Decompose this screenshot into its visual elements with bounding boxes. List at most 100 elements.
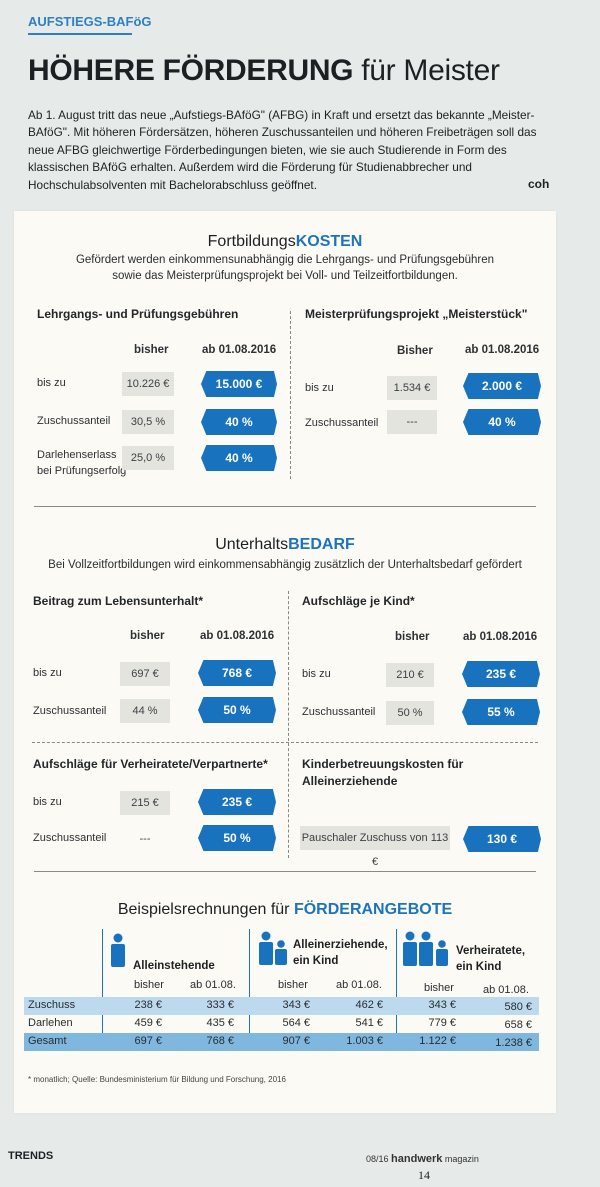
page-title: HÖHERE FÖRDERUNG für Meister <box>28 54 500 88</box>
section-divider <box>32 742 538 743</box>
column-divider <box>290 311 291 479</box>
row-value: 564 € <box>282 1017 310 1029</box>
col-old: bisher <box>278 979 308 991</box>
lehrgang-row-new: 40 % <box>201 409 277 435</box>
kinderbetreuung-old: Pauschaler Zuschuss von 113 € <box>300 826 450 868</box>
kosten-title: FortbildungsKOSTEN <box>14 233 556 251</box>
row-band <box>24 997 539 1015</box>
lehrgang-row-label-2: bei Prüfungserfolg <box>37 465 127 477</box>
group-divider <box>396 929 397 1035</box>
meisterstueck-heading: Meisterprüfungsprojekt „Meisterstück" <box>305 307 528 321</box>
row-value: 779 € <box>428 1017 456 1029</box>
intro-paragraph: Ab 1. August tritt das neue „Aufstiegs-B… <box>28 108 537 192</box>
verheiratete-row-label: Zuschussanteil <box>33 832 107 844</box>
lebensunterhalt-heading: Beitrag zum Lebensunterhalt* <box>33 594 204 608</box>
row-label: Gesamt <box>28 1035 67 1047</box>
page-number: 14 <box>418 1168 430 1182</box>
beispiele-title-plain: Beispielsrechnungen für <box>117 901 294 918</box>
column-divider <box>288 743 289 858</box>
title-rest: für Meister <box>353 54 500 87</box>
kind-col-old: bisher <box>395 631 430 643</box>
footer-section: TRENDS <box>8 1150 54 1162</box>
footnote: * monatlich; Quelle: Bundesministerium f… <box>28 1075 286 1084</box>
lehrgang-row-new: 40 % <box>201 445 277 471</box>
row-value: 343 € <box>282 999 310 1011</box>
row-value: 238 € <box>134 999 162 1011</box>
col-old: bisher <box>134 979 164 991</box>
row-value: 541 € <box>355 1017 383 1029</box>
row-value: 697 € <box>134 1035 162 1047</box>
meisterstueck-row-old: 1.534 € <box>387 376 437 400</box>
lehrgang-row-label: Darlehenserlass <box>37 449 117 461</box>
title-bold: HÖHERE FÖRDERUNG <box>28 54 354 87</box>
row-value: 333 € <box>206 999 234 1011</box>
lebensunterhalt-row-old: 44 % <box>120 699 170 723</box>
row-value: 768 € <box>206 1035 234 1047</box>
row-value: 580 € <box>504 1001 532 1013</box>
family-icon <box>403 931 448 966</box>
lehrgang-heading: Lehrgangs- und Prüfungsgebühren <box>37 307 239 321</box>
kinderbetreuung-heading-2: Alleinerziehende <box>302 774 398 788</box>
kosten-title-plain: Fortbildungs <box>207 233 296 250</box>
verheiratete-row-new: 235 € <box>198 789 276 815</box>
kosten-desc-2: sowie das Meisterprüfungsprojekt bei Vol… <box>112 270 458 282</box>
bedarf-title: UnterhaltsBEDARF <box>14 536 556 554</box>
lebensunterhalt-row-old: 697 € <box>120 662 170 686</box>
meisterstueck-row-old: --- <box>387 410 437 434</box>
author-sign: coh <box>528 177 550 191</box>
group-name: Alleinerziehende, <box>293 939 388 951</box>
parent-child-icon <box>259 931 287 965</box>
verheiratete-row-new: 50 % <box>198 825 276 851</box>
row-label: Zuschuss <box>28 999 76 1011</box>
meisterstueck-row-new: 40 % <box>463 409 541 435</box>
lebensunterhalt-row-new: 50 % <box>198 697 276 723</box>
bedarf-title-accent: BEDARF <box>288 536 355 553</box>
lehrgang-row-new: 15.000 € <box>201 371 277 397</box>
section-tag-underline <box>28 33 132 35</box>
beispiele-title-accent: FÖRDERANGEBOTE <box>293 901 453 918</box>
section-divider <box>34 871 536 872</box>
col-new: ab 01.08. <box>483 984 529 996</box>
row-value: 907 € <box>282 1035 310 1047</box>
meisterstueck-col-old: Bisher <box>397 345 433 357</box>
row-value: 435 € <box>206 1017 234 1029</box>
kind-row-new: 55 % <box>462 699 540 725</box>
lebensunterhalt-row-label: Zuschussanteil <box>33 705 107 717</box>
footer-mag-rest: magazin <box>442 1154 479 1164</box>
meisterstueck-row-new: 2.000 € <box>463 373 541 399</box>
bedarf-desc: Bei Vollzeitfortbildungen wird einkommen… <box>48 559 522 571</box>
kinderbetreuung-heading-1: Kinderbetreuungskosten für <box>302 757 464 771</box>
row-value: 1.238 € <box>495 1037 532 1049</box>
column-divider <box>288 591 289 741</box>
row-value: 658 € <box>504 1019 532 1031</box>
group-name-2: ein Kind <box>293 955 339 967</box>
group-name-2: ein Kind <box>456 961 502 973</box>
lehrgang-row-old: 30,5 % <box>122 410 174 434</box>
group-divider <box>102 929 103 1035</box>
row-value: 343 € <box>428 999 456 1011</box>
lehrgang-row-label: Zuschussanteil <box>37 415 111 427</box>
lebensunterhalt-row-new: 768 € <box>198 660 276 686</box>
row-band <box>24 1033 539 1051</box>
verheiratete-row-old: 215 € <box>120 791 170 815</box>
verheiratete-row-label: bis zu <box>33 796 62 808</box>
info-card: FortbildungsKOSTEN Gefördert werden eink… <box>14 211 556 1113</box>
meisterstueck-row-label: Zuschussanteil <box>305 417 379 429</box>
kind-col-new: ab 01.08.2016 <box>463 631 538 643</box>
col-old: bisher <box>424 982 454 994</box>
kosten-desc-1: Gefördert werden einkommensunabhängig di… <box>75 254 495 266</box>
group-name: Alleinstehende <box>133 960 215 972</box>
col-new: ab 01.08. <box>336 979 382 991</box>
lehrgang-row-old: 25,0 % <box>122 446 174 470</box>
lehrgang-col-new: ab 01.08.2016 <box>202 344 277 356</box>
kind-row-old: 50 % <box>386 701 434 725</box>
kind-row-new: 235 € <box>462 661 540 687</box>
meisterstueck-row-label: bis zu <box>305 382 334 394</box>
row-value: 1.122 € <box>419 1035 456 1047</box>
lebensunterhalt-row-label: bis zu <box>33 667 62 679</box>
group-divider <box>249 929 250 1035</box>
single-person-icon <box>111 933 125 967</box>
lehrgang-row-label: bis zu <box>37 377 66 389</box>
meisterstueck-col-new: ab 01.08.2016 <box>465 344 540 356</box>
lehrgang-col-old: bisher <box>134 344 169 356</box>
